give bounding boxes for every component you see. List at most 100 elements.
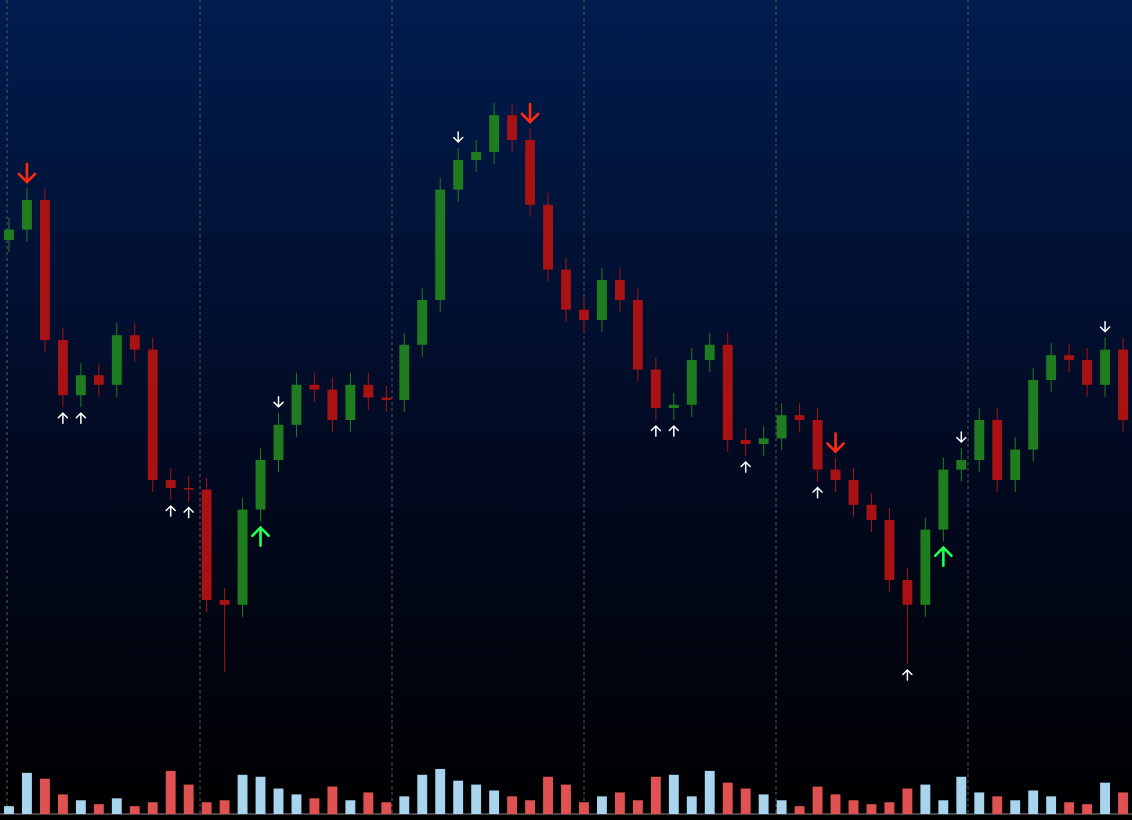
candle-body — [632, 300, 643, 370]
volume-bar — [758, 794, 769, 814]
minor-buy-signal — [812, 486, 823, 499]
volume-bar — [381, 802, 392, 814]
volume-bar — [776, 800, 787, 814]
volume-bar — [435, 768, 446, 814]
volume-bar — [1028, 790, 1039, 814]
candle-body — [381, 397, 392, 400]
volume-bar — [453, 780, 464, 814]
volume-bar — [93, 804, 104, 814]
candle-body — [399, 344, 410, 400]
candle-body — [237, 509, 248, 605]
volume-bar — [507, 796, 518, 814]
volume-bar — [201, 802, 212, 814]
candle-body — [1082, 360, 1093, 385]
volume-bar — [902, 788, 913, 814]
sell-signal — [520, 102, 540, 124]
volume-bar — [920, 784, 931, 814]
volume-bar — [848, 800, 859, 814]
candle-body — [686, 360, 697, 405]
volume-bar — [489, 790, 500, 814]
volume-bar — [525, 800, 536, 814]
volume-bar — [668, 774, 679, 814]
candle-body — [363, 384, 374, 398]
candle-body — [255, 460, 266, 510]
minor-buy-signal — [668, 424, 680, 437]
volume-bar — [165, 770, 176, 814]
volume-bar — [596, 796, 607, 814]
time-separators — [6, 0, 969, 815]
candle-body — [525, 140, 536, 205]
candle-body — [22, 200, 32, 230]
volume-bar — [273, 788, 284, 814]
candle-body — [812, 420, 823, 470]
volume-bar — [579, 802, 589, 814]
minor-sell-signal — [273, 396, 284, 408]
candle-body — [57, 340, 68, 396]
volume-bar — [1010, 800, 1021, 814]
minor-sell-signal — [452, 131, 464, 144]
minor-buy-signal — [57, 412, 69, 424]
candle-body — [668, 404, 679, 408]
candle-body — [111, 335, 122, 385]
candle-body — [165, 480, 176, 488]
candle-body — [129, 335, 140, 350]
candle-body — [704, 344, 715, 360]
minor-buy-signal — [740, 460, 751, 473]
candle-body — [471, 152, 482, 160]
volume-bar — [866, 804, 877, 814]
candle-body — [884, 520, 895, 580]
minor-sell-signal — [1099, 320, 1111, 333]
volume-bar — [1100, 782, 1110, 814]
candle-body — [435, 189, 446, 300]
candle-body — [974, 420, 985, 460]
candle-body — [93, 375, 104, 385]
candle-body — [740, 440, 751, 444]
candle-body — [417, 300, 428, 345]
volume-bar — [686, 796, 697, 814]
volume-bar — [129, 806, 140, 814]
volume-bar — [291, 794, 302, 814]
candle-body — [866, 504, 877, 520]
candle-body — [273, 424, 284, 460]
candle-body — [183, 488, 194, 490]
candle-body — [758, 438, 769, 444]
volume-bar — [794, 806, 805, 814]
candle-body — [830, 469, 841, 480]
volume-bar — [1118, 792, 1128, 814]
minor-buy-signal — [75, 412, 87, 424]
volume-bar — [111, 798, 122, 814]
volume-bar — [884, 802, 895, 814]
candle-body — [345, 384, 356, 420]
volume-bar — [345, 800, 356, 814]
buy-signal — [933, 545, 953, 567]
volume-bar — [183, 784, 194, 814]
candle-body — [992, 420, 1003, 480]
candle-body — [938, 469, 949, 530]
volume-bar — [39, 778, 50, 814]
volume-bar — [1064, 802, 1075, 814]
volume-bar — [543, 776, 553, 814]
candle-body — [489, 115, 500, 152]
candle-body — [309, 384, 320, 390]
volume-bar — [956, 776, 967, 814]
sell-signal — [826, 432, 845, 454]
volume-bar — [363, 792, 374, 814]
volume-bar — [974, 792, 985, 814]
volume-bar — [309, 798, 320, 814]
candle-body — [920, 529, 931, 605]
volume-bar — [399, 796, 410, 814]
volume-bar — [417, 774, 428, 814]
volume-bar — [650, 776, 661, 814]
candle-body — [614, 280, 625, 300]
volume-bar — [237, 774, 248, 814]
volume-bar — [992, 796, 1003, 814]
candle-body — [956, 460, 967, 470]
candle-body — [1028, 380, 1039, 450]
candle-body — [1100, 349, 1110, 385]
candle-body — [794, 415, 805, 420]
volume-bar — [561, 784, 571, 814]
candle-body — [1118, 349, 1128, 420]
volume-bar — [4, 806, 14, 814]
